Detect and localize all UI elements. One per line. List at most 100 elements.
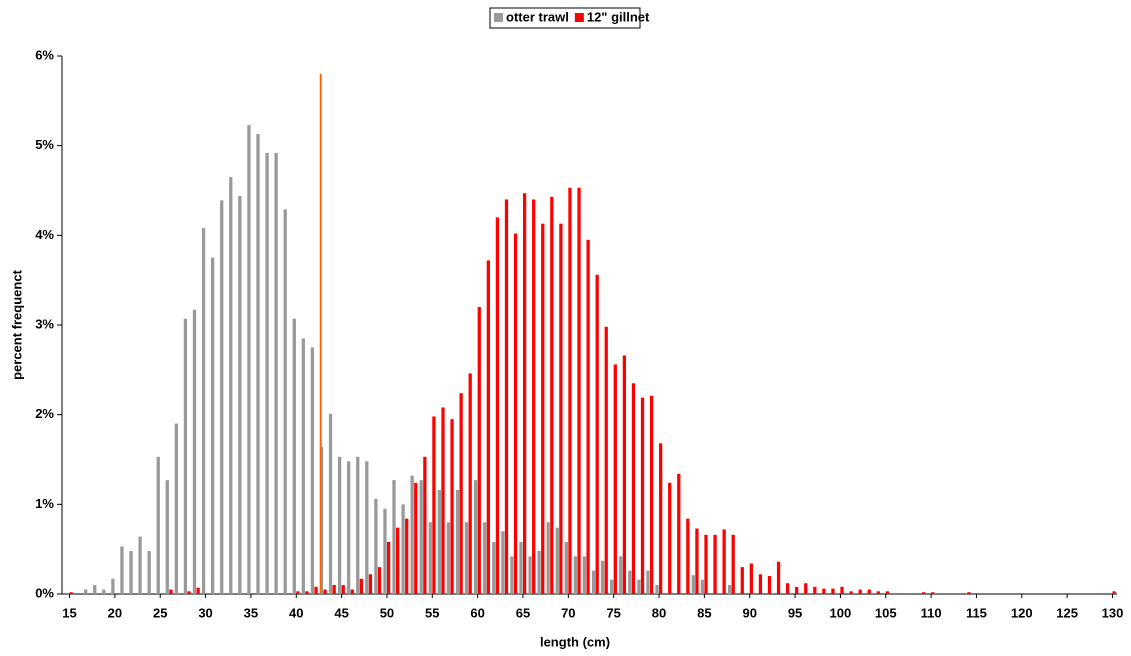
bar [328, 413, 333, 594]
bar [795, 586, 799, 594]
bar [604, 326, 608, 594]
bar [147, 550, 151, 594]
bar [804, 583, 808, 594]
bar [459, 393, 463, 594]
x-tick-label: 70 [561, 605, 575, 620]
bar [464, 522, 469, 594]
bar [776, 561, 781, 594]
bar [885, 591, 890, 594]
bar [591, 570, 596, 594]
bar [568, 187, 572, 594]
x-tick-label: 80 [652, 605, 666, 620]
bar [813, 586, 817, 594]
bar [301, 338, 305, 594]
bar [504, 199, 509, 594]
bar [386, 541, 391, 594]
bar [840, 586, 844, 594]
bar [501, 531, 505, 594]
bar [84, 589, 88, 594]
bar [849, 591, 853, 594]
bar [350, 589, 354, 594]
x-tick-label: 130 [1102, 605, 1124, 620]
bar [347, 461, 351, 594]
x-tick-label: 95 [788, 605, 802, 620]
bar [546, 522, 550, 594]
bar [492, 541, 496, 594]
bar [822, 588, 826, 594]
bar [867, 589, 871, 594]
bar [374, 498, 378, 594]
bar [187, 591, 191, 594]
bar [356, 456, 360, 594]
bar [450, 419, 454, 594]
bar [423, 456, 427, 594]
legend-swatch [574, 13, 584, 22]
bar [532, 199, 536, 594]
bar [740, 567, 744, 594]
y-tick-label: 4% [35, 227, 54, 242]
bar [138, 536, 142, 594]
bar [410, 475, 414, 594]
bar [655, 585, 659, 594]
x-tick-label: 60 [470, 605, 484, 620]
legend-box [489, 7, 641, 29]
bar [419, 480, 423, 594]
bar [586, 239, 590, 595]
bar [622, 355, 627, 594]
y-tick-label: 0% [35, 585, 54, 600]
x-tick-label: 120 [1011, 605, 1033, 620]
bar [201, 228, 206, 594]
bar [600, 560, 605, 594]
x-tick-label: 30 [198, 605, 212, 620]
bar [713, 534, 717, 594]
x-axis-label: length (cm) [540, 634, 610, 649]
bar [613, 364, 617, 594]
x-tick-label: 35 [244, 605, 258, 620]
legend-label: 12" gillnet [587, 9, 650, 24]
bar [541, 223, 545, 594]
bar [695, 528, 699, 594]
bar [537, 550, 541, 594]
bar [686, 518, 690, 594]
y-tick-label: 2% [35, 406, 54, 421]
bar [582, 556, 587, 594]
bar [359, 578, 364, 594]
bar [274, 152, 278, 594]
bar [785, 583, 790, 594]
x-tick-label: 75 [606, 605, 620, 620]
bar [183, 318, 188, 594]
bar [1112, 591, 1116, 594]
y-axis-label: percent frequenct [9, 269, 24, 379]
bar [519, 541, 523, 594]
bar [677, 473, 681, 594]
bar [238, 195, 242, 594]
bar [247, 125, 251, 594]
bar [767, 576, 772, 594]
bar [573, 556, 578, 594]
bar [619, 556, 623, 594]
bar [455, 489, 460, 594]
bar [383, 508, 387, 594]
bar [432, 416, 436, 594]
bar [102, 589, 106, 594]
bar [486, 260, 490, 594]
bar [169, 589, 173, 594]
bar [314, 586, 318, 594]
bar [477, 307, 481, 594]
y-tick-label: 3% [35, 316, 54, 331]
bar [474, 480, 478, 594]
y-tick-label: 1% [35, 496, 54, 511]
bar [668, 482, 672, 594]
bar [156, 456, 160, 594]
bar [292, 318, 296, 594]
bar [555, 527, 559, 594]
bar [528, 556, 532, 594]
x-tick-label: 105 [875, 605, 897, 620]
bar [437, 489, 441, 594]
x-tick-label: 25 [153, 605, 167, 620]
x-tick-label: 20 [108, 605, 122, 620]
bar [265, 152, 269, 594]
x-tick-label: 15 [62, 605, 76, 620]
bar [564, 541, 568, 594]
x-tick-label: 90 [742, 605, 756, 620]
